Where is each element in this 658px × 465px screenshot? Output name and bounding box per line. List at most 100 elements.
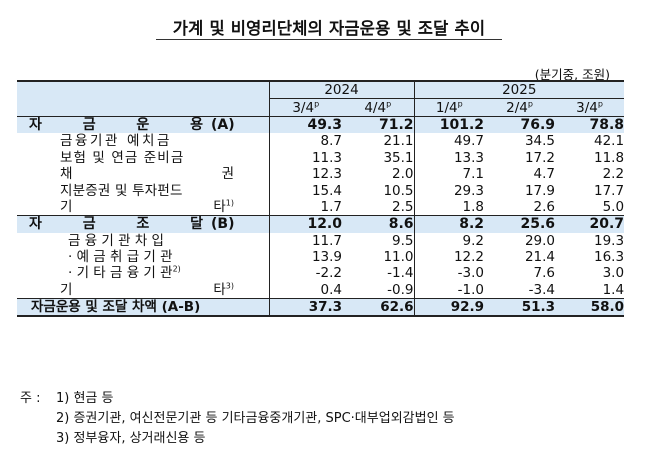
header-year-row: 2024 2025: [17, 79, 625, 117]
value-cell: 9.5: [342, 232, 415, 249]
value-cell: 13.3: [453, 149, 485, 166]
header-quarter-row: 3/4p 4/4p 1/4p 2/4p 3/4p: [17, 98, 625, 117]
value-cell: 101.2: [414, 115, 485, 134]
table-row: 기 타1) 1.7 2.5 1.8 2.6 5.0: [17, 198, 625, 216]
value-cell: 8.7: [320, 133, 342, 150]
row-label: 기 타3): [17, 281, 270, 299]
value-cell: 17.9: [524, 182, 556, 199]
value-cell: 17.2: [524, 149, 556, 166]
table-row: · 기 타 금 융 기 관2) -2.2 -1.4 -3.0 7.6 3.0: [17, 265, 625, 282]
value-cell: 2.5: [342, 198, 415, 216]
value-cell: 58.0: [555, 298, 625, 318]
row-label: 금 융 기 관 차 입: [17, 232, 270, 249]
value-cell: 11.8: [593, 149, 625, 166]
value-cell: 35.1: [342, 149, 415, 166]
value-cell: 42.1: [593, 133, 625, 150]
table-row: 지분증권 및 투자펀드 15.4 10.5 29.3 17.9 17.7: [17, 182, 624, 199]
header-blank-cell: [17, 79, 270, 117]
value-cell: 71.2: [342, 115, 415, 134]
header-quarter: 3/4p: [555, 98, 625, 117]
value-cell: 1.8: [462, 198, 485, 215]
footnote: 주 :1) 현금 등: [20, 389, 455, 409]
value-cell: 4.7: [533, 166, 556, 183]
value-cell: 25.6: [484, 215, 556, 233]
value-cell: 16.3: [593, 249, 625, 266]
value-cell: 1.7: [320, 198, 342, 215]
value-cell: 2.2: [602, 166, 625, 183]
value-cell: 9.2: [462, 232, 485, 249]
value-cell: 2.6: [533, 198, 556, 215]
value-cell: -1.0: [457, 281, 485, 298]
header-year-2024: 2024: [269, 80, 415, 100]
row-label: 금융기관 예치금: [17, 133, 270, 150]
total-row: 자금운용 및 조달 차액 (A-B) 37.3 62.6 92.9 51.3 5…: [17, 298, 625, 318]
value-cell: 15.4: [311, 182, 342, 199]
row-label: 기 타1): [17, 198, 270, 216]
value-cell: -3.4: [528, 281, 556, 298]
value-cell: 8.2: [414, 215, 485, 233]
value-cell: 12.3: [311, 166, 342, 183]
table-row: 금융기관 예치금 8.7 21.1 49.7 34.5 42.1: [17, 133, 625, 150]
header-quarter: 1/4p: [414, 98, 485, 117]
value-cell: 8.6: [342, 215, 415, 233]
value-cell: 10.5: [342, 182, 415, 199]
row-label: 보험 및 연금 준비금: [17, 149, 270, 166]
value-cell: 29.0: [524, 232, 556, 249]
value-cell: 76.9: [484, 115, 556, 134]
value-cell: 92.9: [414, 298, 485, 318]
value-cell: 11.7: [311, 232, 342, 249]
header-quarter: 4/4p: [342, 98, 415, 117]
footnote-prefix: 주 :: [20, 391, 41, 406]
total-label: 자금운용 및 조달 차액 (A-B): [17, 298, 270, 318]
value-cell: 3.0: [602, 265, 625, 282]
value-cell: -0.9: [342, 281, 415, 299]
table-row: · 예 금 취 급 기 관 13.9 11.0 12.2 21.4 16.3: [17, 248, 625, 266]
value-cell: 0.4: [320, 281, 342, 298]
footnote: 3) 정부융자, 상거래신용 등: [56, 431, 206, 446]
value-cell: 2.0: [342, 165, 415, 183]
value-cell: 29.3: [453, 182, 485, 199]
table-row: 금 융 기 관 차 입 11.7 9.5 9.2 29.0 19.3: [17, 232, 625, 249]
value-cell: -2.2: [315, 265, 342, 282]
value-cell: 49.7: [453, 133, 485, 150]
value-cell: -1.4: [342, 265, 415, 282]
row-label: · 기 타 금 융 기 관2): [17, 265, 270, 282]
unit-label: (분기중, 조원): [534, 67, 610, 82]
value-cell: -3.0: [457, 265, 485, 282]
value-cell: 34.5: [524, 133, 556, 150]
header-year-2025: 2025: [414, 80, 625, 100]
value-cell: 12.0: [269, 215, 342, 233]
value-cell: 1.4: [602, 281, 625, 298]
table-row: 기 타3) 0.4 -0.9 -1.0 -3.4 1.4: [17, 281, 625, 299]
row-label: · 예 금 취 급 기 관: [17, 248, 270, 266]
value-cell: 7.1: [462, 166, 485, 183]
title-underline: [156, 39, 502, 40]
value-cell: 5.0: [602, 198, 625, 215]
table-row: 보험 및 연금 준비금 11.3 35.1 13.3 17.2 11.8: [17, 149, 625, 166]
row-label: 지분증권 및 투자펀드: [17, 182, 270, 199]
value-cell: 49.3: [269, 115, 342, 134]
value-cell: 37.3: [269, 298, 342, 318]
footnotes: 주 :1) 현금 등 2) 증권기관, 여신전문기관 등 기타금융중개기관, S…: [20, 389, 455, 449]
value-cell: 21.1: [342, 133, 415, 150]
value-cell: 11.0: [342, 248, 415, 266]
value-cell: 51.3: [484, 298, 556, 318]
value-cell: 62.6: [342, 298, 415, 318]
value-cell: 7.6: [533, 265, 556, 282]
value-cell: 78.8: [555, 115, 625, 134]
value-cell: 19.3: [593, 232, 625, 249]
footnote: 2) 증권기관, 여신전문기관 등 기타금융중개기관, SPC·대부업외감법인 …: [56, 411, 455, 426]
value-cell: 20.7: [555, 215, 625, 233]
value-cell: 11.3: [311, 149, 342, 166]
page-title: 가계 및 비영리단체의 자금운용 및 조달 추이: [172, 19, 486, 38]
header-quarter: 3/4p: [269, 98, 342, 117]
value-cell: 21.4: [524, 249, 556, 266]
header-quarter: 2/4p: [484, 98, 556, 117]
